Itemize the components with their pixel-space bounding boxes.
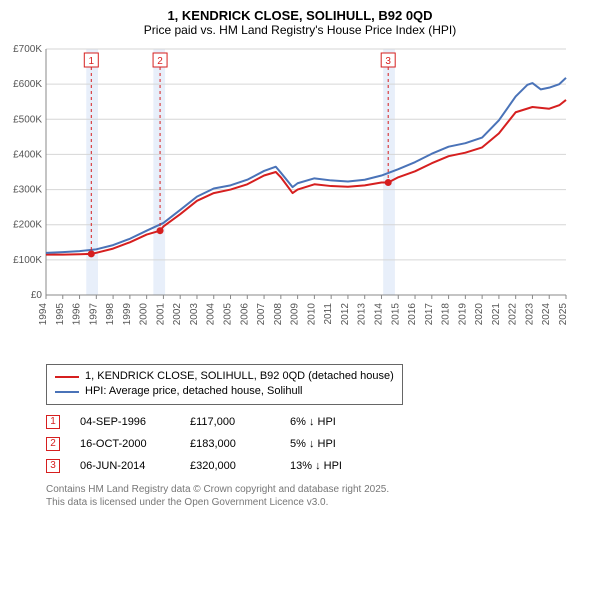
sales-diff: 5% ↓ HPI [290,438,360,450]
page-subtitle: Price paid vs. HM Land Registry's House … [8,23,592,37]
svg-text:2017: 2017 [424,303,435,326]
sales-marker: 2 [46,437,60,451]
sales-table: 1 04-SEP-1996 £117,000 6% ↓ HPI 2 16-OCT-2000… [46,411,592,477]
svg-text:2006: 2006 [239,303,250,326]
svg-text:2018: 2018 [441,303,452,326]
svg-text:1997: 1997 [88,303,99,326]
svg-text:2011: 2011 [323,303,334,325]
sales-marker: 1 [46,415,60,429]
svg-text:2008: 2008 [273,303,284,326]
svg-text:2009: 2009 [290,303,301,326]
legend-swatch [55,391,79,393]
legend-swatch [55,376,79,378]
legend-label: 1, KENDRICK CLOSE, SOLIHULL, B92 0QD (de… [85,369,394,384]
svg-text:3: 3 [385,56,391,67]
svg-text:1995: 1995 [55,303,66,326]
legend-row: 1, KENDRICK CLOSE, SOLIHULL, B92 0QD (de… [55,369,394,384]
svg-text:£0: £0 [31,290,43,301]
line-chart: £0 £100K £200K £300K £400K £500K £600K £700K 199… [8,43,568,353]
sales-date: 06-JUN-2014 [80,460,170,472]
svg-text:£500K: £500K [13,114,42,125]
svg-text:2001: 2001 [155,303,166,326]
svg-text:2023: 2023 [524,303,535,326]
sales-date: 16-OCT-2000 [80,438,170,450]
svg-text:2000: 2000 [139,303,150,326]
svg-text:£200K: £200K [13,220,42,231]
svg-text:2: 2 [157,56,163,67]
sales-price: £117,000 [190,416,270,428]
chart-container: £0 £100K £200K £300K £400K £500K £600K £700K 199… [8,43,592,358]
svg-text:2010: 2010 [306,303,317,326]
svg-text:2025: 2025 [558,303,568,326]
svg-text:2013: 2013 [357,303,368,326]
svg-text:£700K: £700K [13,44,42,55]
svg-text:1: 1 [89,56,95,67]
svg-text:1996: 1996 [72,303,83,326]
svg-text:2019: 2019 [457,303,468,326]
svg-text:1998: 1998 [105,303,116,326]
attribution-line: This data is licensed under the Open Gov… [46,496,592,509]
attribution: Contains HM Land Registry data © Crown c… [46,483,592,509]
attribution-line: Contains HM Land Registry data © Crown c… [46,483,592,496]
sales-row: 2 16-OCT-2000 £183,000 5% ↓ HPI [46,433,592,455]
svg-text:2022: 2022 [508,303,519,326]
legend-label: HPI: Average price, detached house, Soli… [85,384,303,399]
svg-text:£600K: £600K [13,79,42,90]
svg-text:£400K: £400K [13,149,42,160]
svg-text:2016: 2016 [407,303,418,326]
sales-price: £183,000 [190,438,270,450]
svg-text:2014: 2014 [373,303,384,326]
svg-text:2021: 2021 [491,303,502,326]
svg-text:£100K: £100K [13,255,42,266]
svg-text:1999: 1999 [122,303,133,326]
sales-row: 1 04-SEP-1996 £117,000 6% ↓ HPI [46,411,592,433]
sales-marker: 3 [46,459,60,473]
svg-text:2020: 2020 [474,303,485,326]
svg-text:2002: 2002 [172,303,183,326]
svg-text:2003: 2003 [189,303,200,326]
svg-text:2007: 2007 [256,303,267,326]
sales-row: 3 06-JUN-2014 £320,000 13% ↓ HPI [46,455,592,477]
legend: 1, KENDRICK CLOSE, SOLIHULL, B92 0QD (de… [46,364,403,405]
sales-diff: 13% ↓ HPI [290,460,360,472]
svg-text:2015: 2015 [390,303,401,326]
svg-text:2005: 2005 [223,303,234,326]
svg-text:£300K: £300K [13,185,42,196]
svg-text:2004: 2004 [206,303,217,326]
sales-diff: 6% ↓ HPI [290,416,360,428]
legend-row: HPI: Average price, detached house, Soli… [55,384,394,399]
sales-price: £320,000 [190,460,270,472]
sales-date: 04-SEP-1996 [80,416,170,428]
svg-text:2024: 2024 [541,303,552,326]
svg-text:1994: 1994 [38,303,49,326]
svg-text:2012: 2012 [340,303,351,326]
page-title: 1, KENDRICK CLOSE, SOLIHULL, B92 0QD [8,8,592,23]
